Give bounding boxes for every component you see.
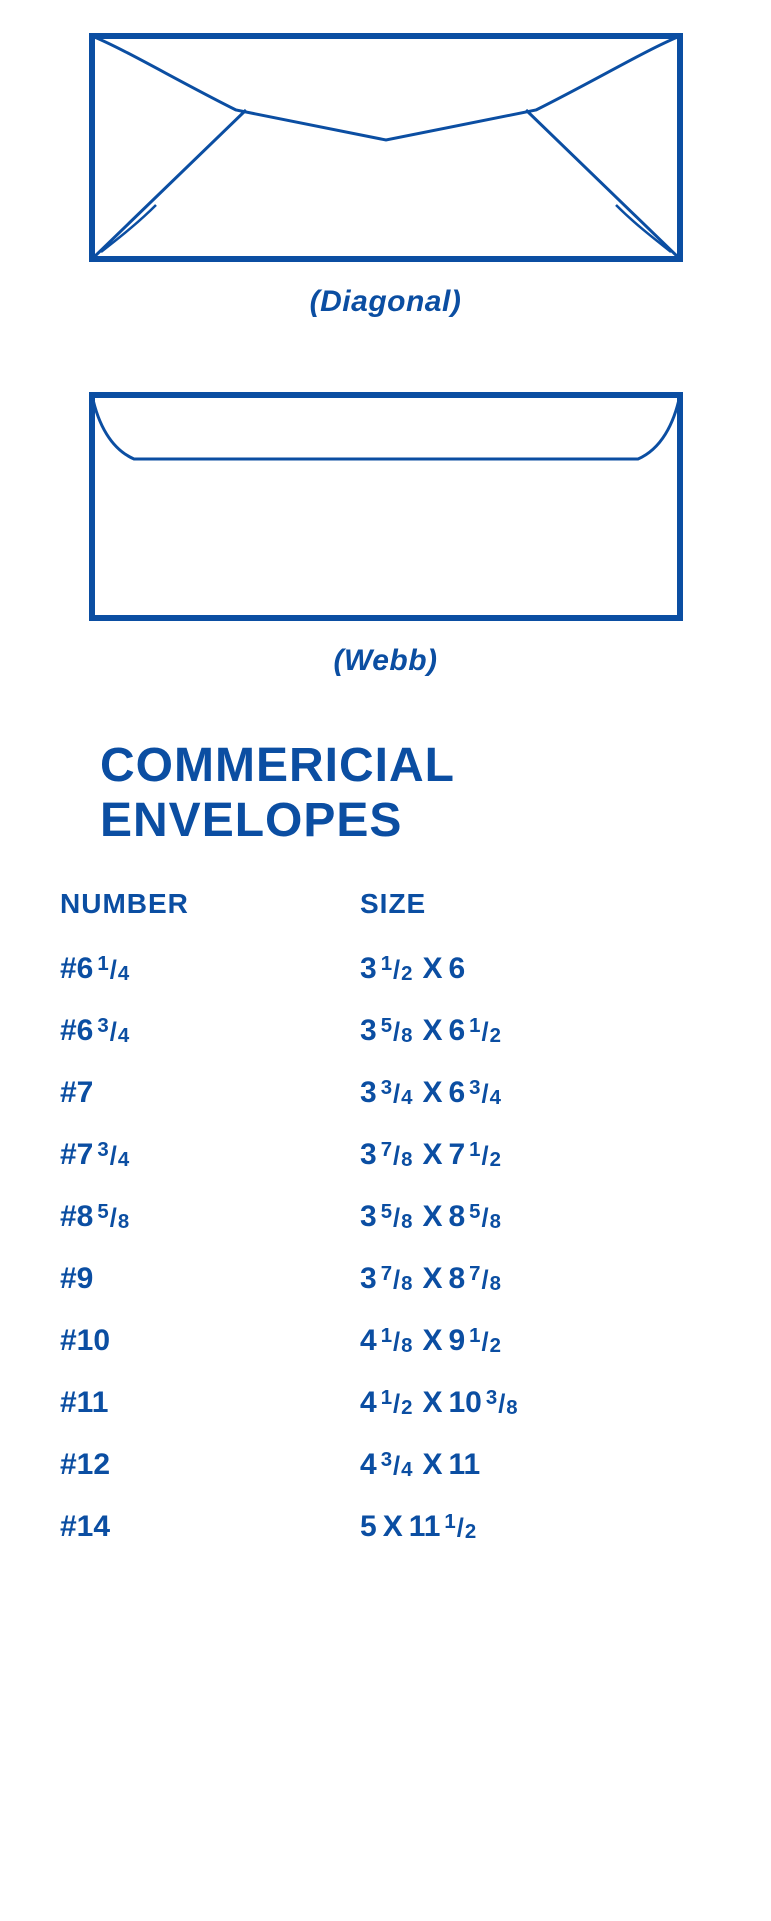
column-header-size: SIZE	[360, 888, 721, 920]
table-cell-number: #9	[60, 1248, 360, 1310]
envelope-diagonal-icon	[86, 30, 686, 265]
table-cell-number: #14	[60, 1496, 360, 1558]
table-cell-size: 4 1/8 X 9 1/2	[360, 1310, 721, 1372]
table-cell-size: 4 3/4 X 11	[360, 1434, 721, 1496]
envelope-size-table: NUMBER #6 1/4#6 3/4#7#7 3/4#8 5/8#9#10#1…	[50, 888, 721, 1558]
table-cell-number: #8 5/8	[60, 1186, 360, 1248]
diagram-caption-webb: (Webb)	[50, 644, 721, 678]
diagram-webb: (Webb)	[50, 389, 721, 678]
table-cell-size: 3 5/8 X 8 5/8	[360, 1186, 721, 1248]
column-size: SIZE 3 1/2 X 63 5/8 X 6 1/23 3/4 X 6 3/4…	[360, 888, 721, 1558]
envelope-webb-icon	[86, 389, 686, 624]
table-cell-size: 3 1/2 X 6	[360, 938, 721, 1000]
column-number: NUMBER #6 1/4#6 3/4#7#7 3/4#8 5/8#9#10#1…	[60, 888, 360, 1558]
table-cell-size: 3 3/4 X 6 3/4	[360, 1062, 721, 1124]
table-cell-size: 5 X 11 1/2	[360, 1496, 721, 1558]
table-cell-number: #7 3/4	[60, 1124, 360, 1186]
diagram-diagonal: (Diagonal)	[50, 30, 721, 319]
table-cell-size: 4 1/2 X 10 3/8	[360, 1372, 721, 1434]
table-cell-number: #10	[60, 1310, 360, 1372]
table-cell-number: #6 3/4	[60, 1000, 360, 1062]
diagram-caption-diagonal: (Diagonal)	[50, 285, 721, 319]
table-cell-number: #7	[60, 1062, 360, 1124]
page: (Diagonal) (Webb) COMMERICIAL ENVELOPES …	[0, 0, 771, 1618]
table-cell-size: 3 5/8 X 6 1/2	[360, 1000, 721, 1062]
table-cell-number: #12	[60, 1434, 360, 1496]
section-title: COMMERICIAL ENVELOPES	[100, 738, 721, 848]
table-cell-number: #6 1/4	[60, 938, 360, 1000]
table-cell-size: 3 7/8 X 8 7/8	[360, 1248, 721, 1310]
section-title-line1: COMMERICIAL	[100, 739, 455, 792]
table-cell-number: #11	[60, 1372, 360, 1434]
table-cell-size: 3 7/8 X 7 1/2	[360, 1124, 721, 1186]
section-title-line2: ENVELOPES	[100, 794, 402, 847]
column-header-number: NUMBER	[60, 888, 360, 920]
